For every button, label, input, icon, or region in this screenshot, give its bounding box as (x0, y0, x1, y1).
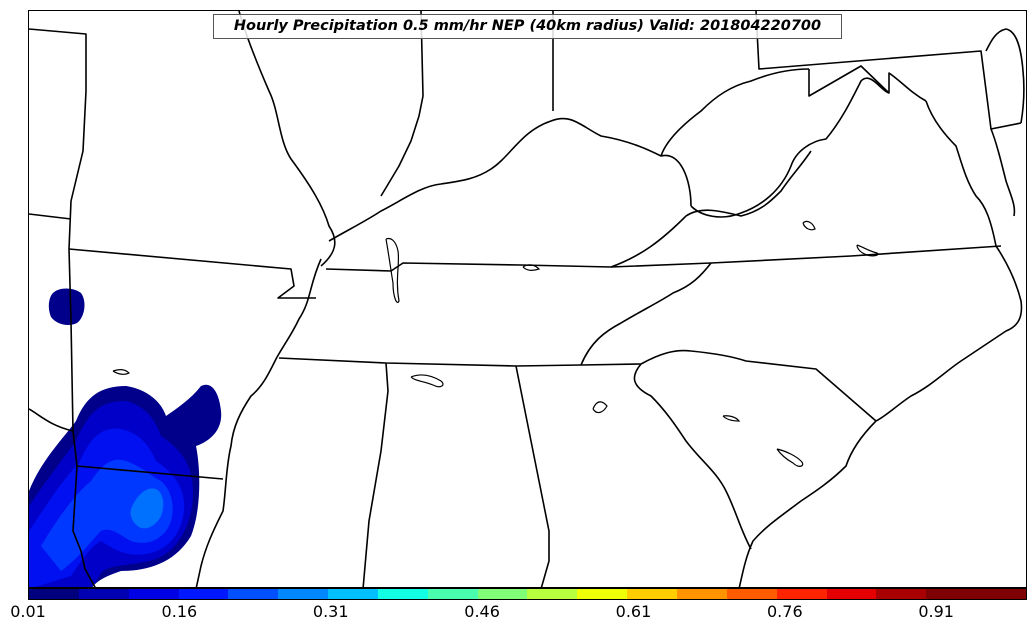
colorbar-segment (29, 589, 79, 599)
colorbar-segment (178, 589, 229, 599)
colorbar-segment (876, 589, 927, 599)
boundary-tn-ms (278, 357, 642, 367)
colorbar-tick-label: 0.91 (918, 602, 954, 621)
precipitation-contours (29, 288, 222, 587)
lake-hartwell (592, 401, 608, 414)
mississippi-upper (238, 11, 336, 267)
colorbar-segment (826, 589, 877, 599)
colorbar-segment (577, 589, 628, 599)
colorbar-segment (128, 589, 179, 599)
colorbar-segment (78, 589, 129, 599)
boundary-ky-va (610, 150, 812, 268)
map-title: Hourly Precipitation 0.5 mm/hr NEP (40km… (213, 14, 842, 39)
precip-region-isolated (48, 288, 85, 325)
colorbar-segment (477, 589, 528, 599)
boundary-ga-sc (633, 363, 752, 550)
lake-guntersville (410, 374, 444, 388)
precip-region-level4 (41, 459, 173, 571)
boundary-ky-tn (325, 262, 712, 272)
colorbar-segment (726, 589, 777, 599)
mississippi-river (195, 258, 322, 587)
lake-moultrie (776, 448, 804, 467)
ohio-river (328, 117, 692, 242)
boundary-tn-va (710, 245, 1002, 264)
lake-ouachita (112, 369, 131, 375)
colorbar-tick-label: 0.31 (312, 602, 349, 621)
boundary-mo-ar (68, 248, 316, 299)
map-canvas (29, 11, 1025, 587)
boundary-ms-al (362, 362, 389, 587)
colorbar-segment (776, 589, 827, 599)
colorbar-tick-label: 0.46 (464, 602, 500, 621)
colorbar-tick-label: 0.01 (10, 602, 46, 621)
sc-ga-coast (738, 420, 877, 587)
map-frame (28, 10, 1027, 588)
colorbar-segment (328, 589, 378, 599)
colorbar-segment (228, 589, 279, 599)
boundary-nc-sc (640, 349, 877, 422)
boundary-oh-wv (660, 68, 810, 157)
boundary-il-in (380, 11, 424, 197)
lake-smith-mtn (802, 220, 816, 231)
colorbar-tick-label: 0.61 (615, 602, 652, 621)
boundary-tn-nc (580, 262, 712, 366)
boundary-wv-va (690, 77, 890, 218)
boundary-pa-md (755, 11, 1022, 130)
nj-coast (985, 28, 1025, 124)
colorbar-ticks: 0.01 0.16 0.31 0.46 0.61 0.76 0.91 (0, 600, 1036, 630)
nc-coast (875, 245, 1023, 422)
lake-cumberland (522, 264, 541, 271)
colorbar-segment (926, 589, 977, 599)
boundary-ks-ok (29, 213, 72, 220)
colorbar-segment (627, 589, 677, 599)
colorbar-segment (427, 589, 478, 599)
colorbar-segment (527, 589, 578, 599)
boundary-md-va (808, 65, 927, 102)
boundary-al-ga (515, 365, 550, 587)
colorbar-segment (377, 589, 428, 599)
lake-kentucky (385, 237, 400, 303)
lakes (112, 220, 879, 467)
chesapeake-bay (925, 100, 997, 247)
state-boundaries (29, 11, 1025, 587)
precip-region-level5 (130, 488, 164, 529)
lake-marion (722, 415, 741, 422)
boundary-ks-mo (29, 28, 87, 250)
delmarva (990, 128, 1016, 217)
boundary-tx-ok (29, 408, 74, 432)
boundary-tx-la (72, 465, 96, 587)
colorbar-segment (976, 589, 1026, 599)
colorbar-segment (676, 589, 727, 599)
lake-kerr (856, 244, 879, 257)
colorbar (28, 588, 1027, 600)
colorbar-tick-label: 0.76 (767, 602, 803, 621)
colorbar-tick-label: 0.16 (161, 602, 198, 621)
colorbar-segment (278, 589, 329, 599)
